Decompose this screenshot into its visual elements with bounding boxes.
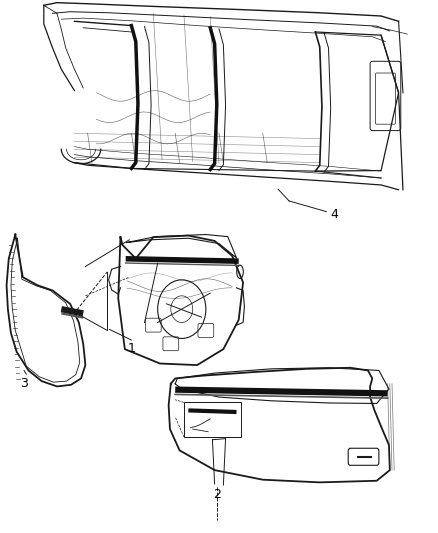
Bar bbox=[184, 402, 241, 437]
Text: 1: 1 bbox=[127, 342, 135, 355]
Text: 2: 2 bbox=[213, 488, 221, 500]
Text: 3: 3 bbox=[20, 377, 28, 390]
Text: 4: 4 bbox=[331, 208, 339, 221]
